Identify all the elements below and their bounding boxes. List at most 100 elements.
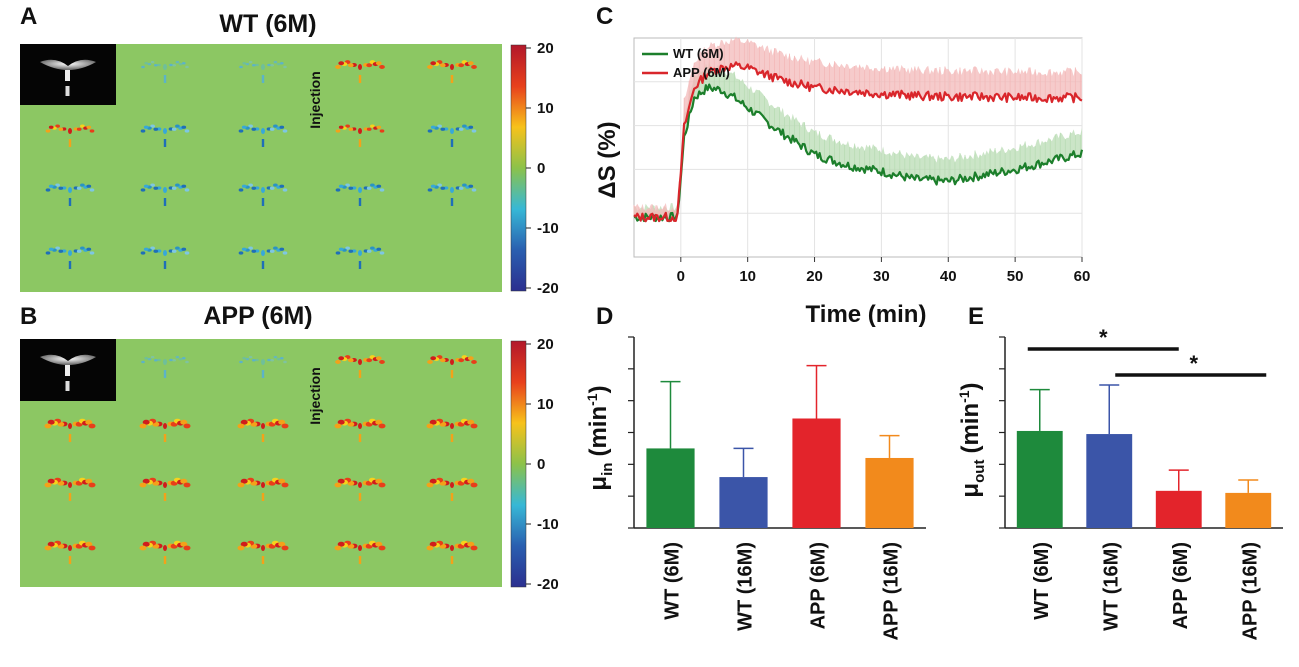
- activation-blob: [150, 183, 155, 187]
- activation-blob: [238, 129, 244, 133]
- activation-blob: [261, 187, 265, 193]
- activation-blob: [261, 128, 265, 134]
- activation-blob: [378, 482, 386, 488]
- activation-blob: [153, 186, 159, 190]
- activation-blob: [47, 478, 55, 484]
- activation-blob: [178, 62, 183, 66]
- spinal-signal: [358, 261, 362, 269]
- activation-blob: [45, 251, 51, 255]
- panel-a-map-grid: [40, 59, 477, 269]
- activation-blob: [44, 545, 52, 551]
- activation-blob: [147, 357, 152, 361]
- activation-blob: [338, 356, 345, 361]
- activation-blob: [437, 183, 442, 187]
- spinal-signal: [450, 493, 454, 501]
- activation-blob: [255, 63, 259, 67]
- activation-map-cell: [45, 124, 95, 147]
- activation-blob: [48, 184, 54, 188]
- activation-blob: [175, 246, 180, 250]
- activation-map-cell: [335, 183, 385, 206]
- activation-map-cell: [334, 477, 386, 501]
- activation-blob: [278, 419, 286, 425]
- activation-blob: [147, 62, 152, 66]
- activation-blob: [470, 545, 478, 551]
- anatomical-brain: [40, 354, 96, 391]
- activation-blob: [261, 250, 265, 256]
- anatomical-spine: [65, 86, 70, 96]
- panel-d-category-label: APP (6M): [808, 542, 830, 629]
- colorbar-a-tick-label: 20: [537, 40, 554, 57]
- activation-blob: [142, 478, 150, 484]
- colorbar-b: 20 10 0 -10 -20: [510, 336, 559, 593]
- activation-blob: [370, 246, 375, 250]
- activation-blob: [175, 124, 180, 128]
- activation-blob: [86, 184, 92, 188]
- activation-blob: [347, 358, 354, 363]
- activation-blob: [45, 188, 51, 192]
- activation-blob: [140, 129, 146, 133]
- panel-c-x-tick-label: 30: [873, 268, 890, 285]
- activation-map-cell: [427, 355, 477, 378]
- activation-map-cell: [237, 418, 289, 442]
- anatomical-spine: [65, 381, 70, 391]
- panel-e-y-label-close: ): [957, 382, 984, 390]
- activation-map-cell: [45, 183, 95, 206]
- activation-blob: [379, 65, 385, 69]
- panel-d-chart: WT (6M) WT (16M) APP (6M) APP (16M): [628, 336, 926, 641]
- activation-map-cell: [334, 540, 386, 564]
- panel-d-y-label-exp: -1: [584, 393, 600, 406]
- activation-blob: [171, 249, 177, 253]
- activation-map-cell: [427, 60, 477, 83]
- panel-a-injection-label: Injection: [307, 71, 323, 129]
- panel-d-letter: D: [596, 303, 613, 330]
- activation-blob: [379, 251, 385, 255]
- activation-blob: [55, 246, 60, 250]
- activation-blob: [241, 247, 247, 251]
- colorbar-b-tick-label: 20: [537, 336, 554, 353]
- activation-blob: [273, 60, 278, 64]
- activation-blob: [47, 419, 55, 425]
- activation-blob: [157, 63, 161, 67]
- activation-blob: [144, 356, 149, 360]
- activation-blob: [375, 419, 383, 425]
- activation-blob: [269, 186, 275, 190]
- activation-blob: [163, 250, 167, 256]
- activation-blob: [140, 188, 146, 192]
- activation-blob: [470, 482, 478, 488]
- activation-blob: [153, 63, 158, 67]
- activation-blob: [239, 65, 243, 69]
- spinal-signal: [261, 556, 265, 564]
- panel-c-error-bands: [633, 36, 1082, 222]
- panel-e-y-label: μout (min-1): [956, 382, 988, 497]
- spinal-signal: [450, 75, 454, 83]
- activation-blob: [261, 545, 265, 551]
- spinal-signal: [163, 139, 167, 147]
- activation-blob: [273, 124, 278, 128]
- activation-blob: [470, 423, 478, 429]
- activation-blob: [358, 423, 362, 429]
- activation-blob: [76, 249, 82, 253]
- panel-c-x-tick-label: 40: [940, 268, 957, 285]
- activation-blob: [261, 64, 265, 70]
- spinal-signal: [163, 75, 167, 83]
- spinal-signal: [163, 434, 167, 442]
- activation-blob: [338, 61, 345, 66]
- panel-d-category-label: WT (16M): [735, 542, 757, 631]
- activation-blob: [183, 482, 191, 488]
- spinal-signal: [68, 139, 72, 147]
- spinal-signal: [68, 556, 72, 564]
- spinal-signal: [261, 434, 265, 442]
- activation-blob: [183, 423, 191, 429]
- spinal-signal: [261, 370, 265, 378]
- activation-blob: [467, 541, 475, 547]
- colorbar-b-bar: [510, 340, 527, 588]
- activation-blob: [440, 127, 446, 131]
- activation-blob: [467, 478, 475, 484]
- panel-a-letter: A: [20, 3, 37, 30]
- spinal-signal: [261, 198, 265, 206]
- spinal-signal: [68, 261, 72, 269]
- activation-blob: [245, 357, 250, 361]
- activation-blob: [279, 61, 284, 65]
- activation-blob: [86, 247, 92, 251]
- activation-blob: [273, 183, 278, 187]
